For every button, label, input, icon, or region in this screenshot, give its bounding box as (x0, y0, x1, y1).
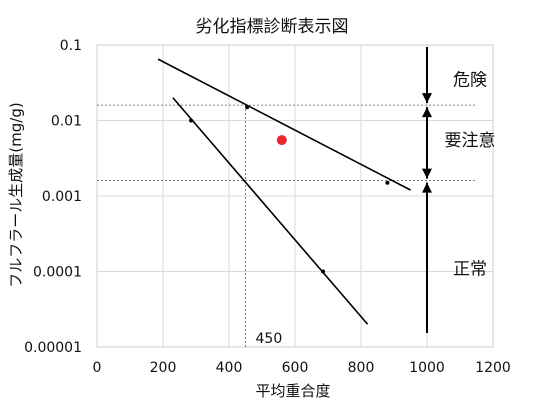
series-line-1 (157, 58, 411, 191)
x-tick-label: 400 (216, 360, 243, 376)
x-axis-label: 平均重合度 (255, 382, 330, 400)
y-tick-label: 0.001 (42, 189, 82, 205)
zone-arrow-head (422, 182, 432, 193)
y-tick-label: 0.01 (51, 114, 82, 130)
x-tick-label: 0 (93, 360, 102, 376)
zone-label: 要注意 (445, 131, 496, 151)
grid (96, 44, 494, 348)
y-axis-label: フルフラール生成量(mg/g) (7, 102, 25, 287)
x-tick-label: 800 (348, 360, 375, 376)
x-tick-label: 600 (282, 360, 309, 376)
zone-arrow-head (422, 93, 432, 104)
y-tick-label: 0.00001 (24, 340, 82, 356)
series-marker (385, 180, 390, 185)
y-tick-label: 0.0001 (33, 265, 82, 281)
zone-label: 危険 (453, 70, 487, 90)
series-marker (321, 269, 326, 274)
zone-arrow-head (422, 107, 432, 118)
x-tick-label: 1000 (409, 360, 445, 376)
zone-label: 正常 (453, 259, 487, 279)
series-marker (245, 105, 250, 110)
x-tick-label: 200 (150, 360, 177, 376)
highlight-point (276, 135, 287, 146)
zone-arrow-head (422, 168, 432, 179)
ticks: 0 200 400 600 800 1000 1200 0.1 0.01 0.001 0.0001 0… (24, 38, 511, 376)
x-tick-label: 1200 (475, 360, 511, 376)
series-line-2 (172, 97, 369, 325)
plot-area (96, 44, 494, 348)
series-marker (189, 118, 194, 123)
reference-label: 450 (256, 331, 283, 347)
chart-title: 劣化指標診断表示図 (196, 17, 349, 37)
y-tick-label: 0.1 (60, 38, 82, 54)
reference-lines: 450 (97, 104, 477, 347)
series (157, 58, 411, 325)
